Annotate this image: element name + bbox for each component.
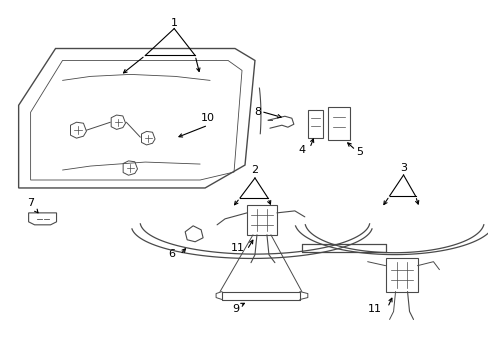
Text: 9: 9	[232, 305, 239, 315]
Text: 4: 4	[298, 145, 305, 155]
Text: 8: 8	[254, 107, 261, 117]
Text: 2: 2	[251, 165, 258, 175]
Text: 11: 11	[230, 243, 244, 253]
Text: 7: 7	[27, 198, 34, 208]
Text: 1: 1	[170, 18, 177, 28]
Text: 5: 5	[355, 147, 363, 157]
Text: 10: 10	[201, 113, 215, 123]
Text: 11: 11	[367, 305, 381, 315]
Text: 6: 6	[168, 249, 175, 259]
Text: 3: 3	[399, 163, 406, 173]
